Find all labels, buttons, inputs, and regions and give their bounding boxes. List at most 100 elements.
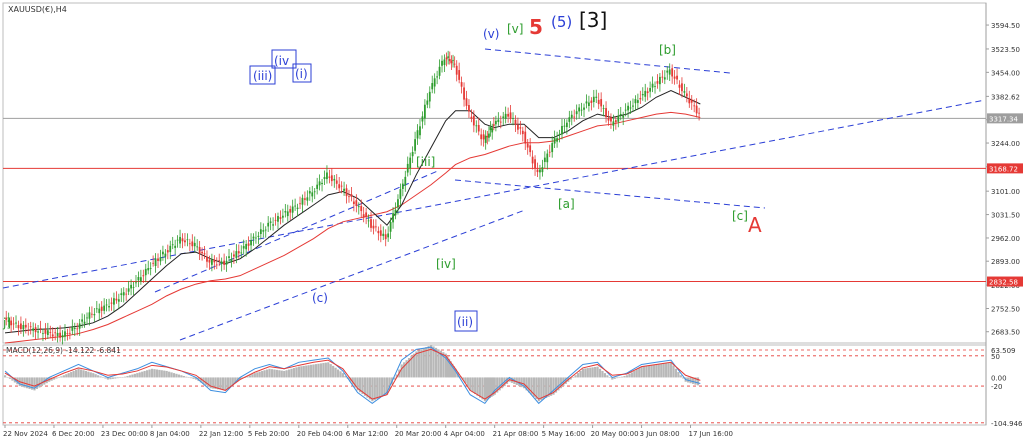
candle-body xyxy=(585,101,588,104)
price-tick-label: 3523.50 xyxy=(991,46,1020,54)
macd-histogram-bar xyxy=(574,375,577,378)
candle-body xyxy=(521,130,524,135)
macd-histogram-bar xyxy=(270,369,274,378)
macd-histogram-bar xyxy=(28,377,31,389)
candle-body xyxy=(318,181,321,186)
candle-body xyxy=(252,236,255,239)
candle-body xyxy=(531,156,534,164)
candle-body xyxy=(676,75,678,80)
candle-body xyxy=(113,298,115,305)
candle-body xyxy=(181,238,184,242)
macd-histogram-bar xyxy=(226,377,229,389)
candle-body xyxy=(247,243,250,246)
macd-histogram-bar xyxy=(383,377,386,396)
candle-body xyxy=(186,239,189,241)
wave-label-a: [a] xyxy=(558,197,575,211)
time-tick-label: 5 May 16:00 xyxy=(542,430,586,438)
candle-body xyxy=(384,234,387,240)
level-label-2: 2832.58 xyxy=(989,279,1018,287)
candle-body xyxy=(360,205,363,212)
wave-label-5-red: 5 xyxy=(529,15,543,39)
candle-body xyxy=(264,229,267,231)
candle-body xyxy=(519,127,522,129)
macd-signal-line xyxy=(4,348,701,400)
macd-histogram-bar xyxy=(601,370,604,378)
candle-body xyxy=(184,240,186,243)
candle-body xyxy=(323,176,326,179)
candle-body xyxy=(524,131,527,144)
macd-histogram-bar xyxy=(373,377,376,401)
macd-histogram-bar xyxy=(469,377,472,391)
macd-histogram-bar xyxy=(185,376,188,378)
macd-histogram-bar xyxy=(527,377,531,393)
candle-body xyxy=(365,212,368,217)
candle-body xyxy=(228,256,230,258)
candle-body xyxy=(668,69,671,75)
candle-body xyxy=(274,219,277,221)
candle-body xyxy=(452,59,454,61)
macd-histogram-bar xyxy=(669,362,673,378)
candle-body xyxy=(477,125,480,132)
candle-body xyxy=(580,109,583,111)
candle-body xyxy=(399,189,402,199)
candle-body xyxy=(389,222,392,232)
candle-body xyxy=(154,258,157,267)
macd-histogram-bar xyxy=(52,377,56,380)
candle-body xyxy=(646,91,649,94)
macd-histogram-bar xyxy=(446,356,449,378)
macd-histogram-bar xyxy=(339,371,342,378)
candle-body xyxy=(333,178,336,181)
macd-histogram-bar xyxy=(679,375,682,378)
candle-body xyxy=(130,284,132,289)
candle-body xyxy=(286,211,289,217)
wave-label-iii-box xyxy=(249,65,276,85)
macd-histogram-bar xyxy=(300,366,303,378)
candle-body xyxy=(196,246,199,248)
candle-body xyxy=(203,253,206,255)
macd-histogram-bar xyxy=(405,360,408,378)
macd-histogram-bar xyxy=(501,377,504,389)
macd-histogram-bar xyxy=(243,377,247,378)
macd-histogram-bar xyxy=(579,370,582,378)
candle-body xyxy=(255,237,257,239)
candle-body xyxy=(497,119,500,123)
candle-body xyxy=(416,130,419,139)
time-tick-label: 20 Feb 04:00 xyxy=(297,430,343,438)
candle-body xyxy=(641,94,644,96)
macd-histogram-bar xyxy=(437,349,440,378)
macd-histogram-bar xyxy=(275,369,278,378)
macd-tick-label: -20 xyxy=(991,383,1002,391)
macd-histogram-bar xyxy=(234,377,237,384)
macd-histogram-bar xyxy=(520,377,523,388)
macd-histogram-bar xyxy=(310,364,313,378)
candle-body xyxy=(296,207,299,210)
macd-histogram-bar xyxy=(547,377,550,397)
wave-label-A: A xyxy=(748,213,762,237)
macd-histogram-bar xyxy=(359,377,362,393)
candle-body xyxy=(15,322,17,324)
candle-body xyxy=(328,176,331,178)
candle-body xyxy=(308,191,311,194)
candle-body xyxy=(5,317,8,320)
wave-label-j: j] xyxy=(2,316,11,330)
level-label-1: 3168.72 xyxy=(989,165,1018,173)
candle-body xyxy=(502,116,505,118)
macd-histogram-bar xyxy=(57,377,61,378)
candle-body xyxy=(22,325,25,330)
macd-histogram-bar xyxy=(60,376,63,378)
candle-body xyxy=(563,125,566,127)
candle-body xyxy=(565,122,568,128)
candle-body xyxy=(588,102,590,106)
candle-body xyxy=(394,209,397,216)
candle-body xyxy=(455,65,458,75)
macd-histogram-bar xyxy=(625,375,629,378)
macd-histogram-bar xyxy=(393,377,396,380)
candle-body xyxy=(460,82,463,87)
macd-histogram-bar xyxy=(314,364,318,378)
candle-body xyxy=(475,125,478,127)
macd-histogram-bar xyxy=(492,377,495,396)
macd-histogram-bar xyxy=(559,377,562,389)
macd-histogram-bar xyxy=(523,377,526,389)
macd-histogram-bar xyxy=(136,373,139,378)
time-tick-label: 21 Apr 08:00 xyxy=(493,430,539,438)
